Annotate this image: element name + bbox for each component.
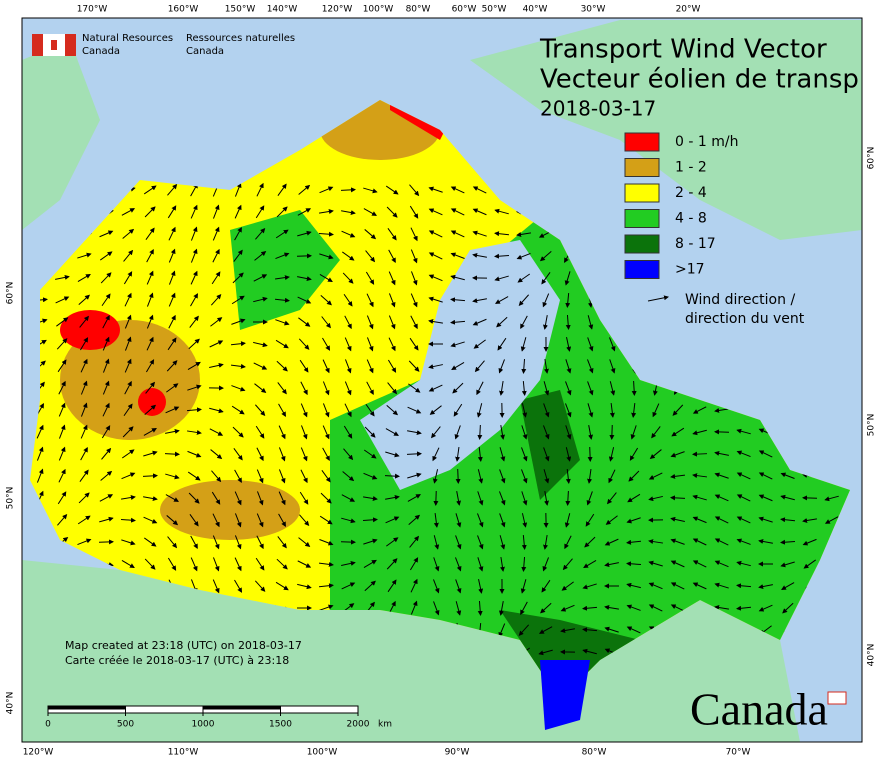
zone-0-1 (138, 388, 166, 416)
scale-label: 2000 (347, 720, 370, 730)
scale-label: 1000 (192, 720, 215, 730)
lon-label: 70°W (726, 748, 751, 758)
scale-segment (48, 706, 126, 710)
lat-label: 60°N (867, 147, 877, 170)
legend-swatch (625, 184, 659, 202)
wind-arrow (612, 425, 613, 439)
lon-label: 100°W (307, 748, 338, 758)
lon-label: 120°W (23, 748, 54, 758)
lon-label: 90°W (445, 748, 470, 758)
flag (32, 34, 76, 56)
lat-label: 50°N (6, 487, 16, 510)
lat-label: 50°N (867, 414, 877, 437)
wind-arrow (715, 432, 729, 433)
title: Transport Wind Vector (539, 35, 827, 65)
lon-label: 170°W (77, 5, 108, 15)
lon-label: 60°W (452, 5, 477, 15)
scale-label: 1500 (269, 720, 292, 730)
agency-en: Natural Resources (82, 33, 173, 44)
wordmark: Canada (690, 684, 828, 735)
legend-label: 2 - 4 (675, 185, 707, 201)
lon-label: 140°W (267, 5, 298, 15)
agency-fr: Ressources naturelles (186, 33, 295, 44)
lon-label: 150°W (225, 5, 256, 15)
wind-legend: direction du vent (685, 311, 805, 327)
canada-wordmark: Canada (690, 684, 846, 735)
title: Vecteur éolien de transp (540, 65, 859, 95)
map-note: Map created at 23:18 (UTC) on 2018-03-17 (65, 639, 302, 652)
lon-label: 160°W (168, 5, 199, 15)
agency-en: Canada (82, 46, 120, 57)
wind-arrow (165, 454, 179, 455)
wind-arrow (458, 469, 459, 483)
lat-label: 40°N (867, 644, 877, 667)
lon-label: 110°W (168, 748, 199, 758)
legend-label: 0 - 1 m/h (675, 134, 738, 150)
legend-swatch (625, 210, 659, 228)
wind-arrow (590, 447, 591, 461)
lat-label: 60°N (6, 282, 16, 305)
legend-swatch (625, 235, 659, 253)
scale-label: 0 (45, 720, 51, 730)
zone-1-2 (160, 480, 300, 540)
map-note: Carte créée le 2018-03-17 (UTC) à 23:18 (65, 654, 289, 667)
lon-label: 40°W (523, 5, 548, 15)
legend-label: 8 - 17 (675, 236, 716, 252)
lon-label: 80°W (582, 748, 607, 758)
lon-label: 100°W (363, 5, 394, 15)
legend-swatch (625, 261, 659, 279)
lon-label: 30°W (581, 5, 606, 15)
wind-arrow (693, 454, 707, 455)
legend-swatch (625, 133, 659, 151)
legend-label: >17 (675, 262, 705, 278)
agency-fr: Canada (186, 46, 224, 57)
lon-label: 80°W (406, 5, 431, 15)
lat-label: 40°N (6, 692, 16, 715)
legend-label: 1 - 2 (675, 160, 707, 176)
scale-label: 500 (117, 720, 134, 730)
lon-label: 50°W (482, 5, 507, 15)
scale-segment (203, 706, 281, 710)
date: 2018-03-17 (540, 97, 656, 121)
lon-label: 20°W (676, 5, 701, 15)
legend-swatch (625, 159, 659, 177)
scale-unit: km (378, 720, 392, 730)
map-area (22, 18, 862, 742)
zone-0-1 (60, 310, 120, 350)
wind-legend: Wind direction / (685, 292, 795, 308)
lon-label: 120°W (322, 5, 353, 15)
legend-label: 4 - 8 (675, 211, 707, 227)
